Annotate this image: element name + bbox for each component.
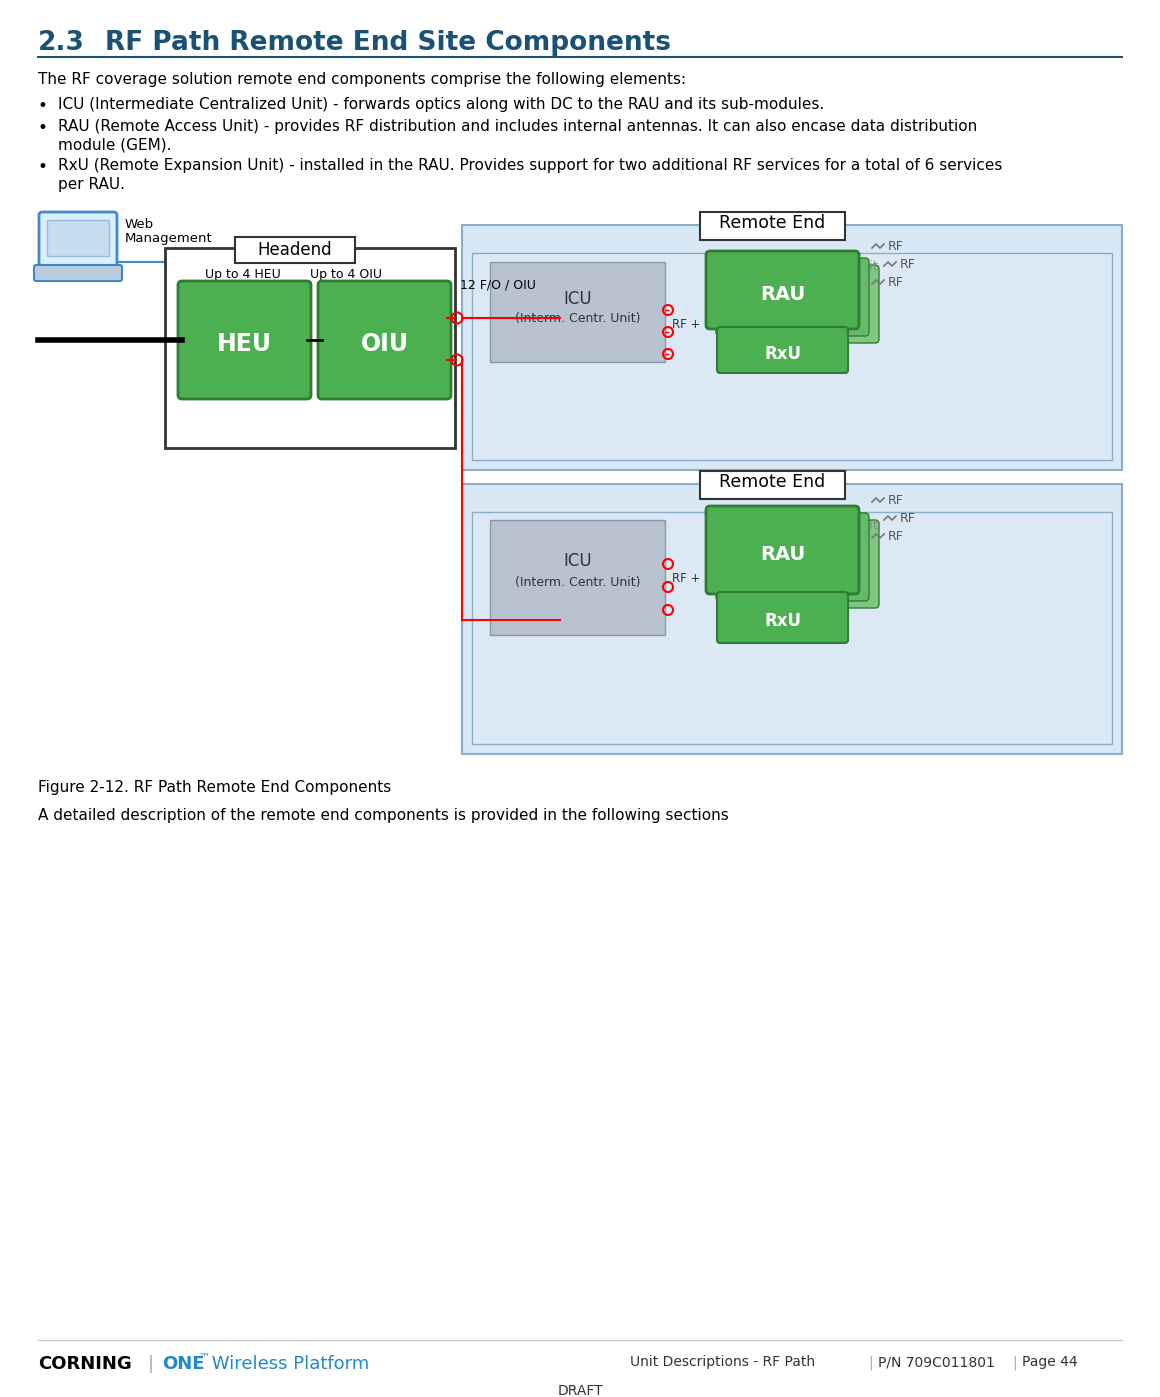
Text: Figure 2-12. RF Path Remote End Components: Figure 2-12. RF Path Remote End Componen… [38, 780, 391, 795]
Text: OIU: OIU [361, 332, 408, 356]
FancyBboxPatch shape [39, 212, 117, 270]
FancyBboxPatch shape [699, 212, 844, 240]
Text: ONE: ONE [162, 1355, 204, 1373]
Text: RF: RF [889, 529, 904, 543]
Text: RF Path Remote End Site Components: RF Path Remote End Site Components [106, 29, 670, 56]
Text: RF: RF [889, 240, 904, 253]
Text: The RF coverage solution remote end components comprise the following elements:: The RF coverage solution remote end comp… [38, 73, 686, 87]
Text: CORNING: CORNING [38, 1355, 132, 1373]
Text: ™: ™ [198, 1354, 209, 1363]
Text: Wireless Platform: Wireless Platform [206, 1355, 369, 1373]
FancyBboxPatch shape [490, 263, 665, 362]
FancyBboxPatch shape [34, 265, 122, 281]
Text: Headend: Headend [258, 242, 332, 258]
Text: |: | [148, 1355, 154, 1373]
FancyBboxPatch shape [717, 327, 848, 373]
FancyBboxPatch shape [490, 520, 665, 636]
Text: (Interm. Centr. Unit): (Interm. Centr. Unit) [515, 312, 640, 326]
Text: per RAU.: per RAU. [58, 177, 125, 191]
Text: RF: RF [900, 258, 916, 271]
Text: RF + DC: RF + DC [672, 319, 722, 331]
Text: Management: Management [125, 232, 212, 244]
Text: 2.3: 2.3 [38, 29, 85, 56]
Text: RxU: RxU [764, 345, 802, 363]
Text: 12 F/O / OIU: 12 F/O / OIU [461, 278, 536, 291]
Text: RxU: RxU [764, 612, 802, 630]
FancyBboxPatch shape [235, 237, 355, 263]
Text: RAU: RAU [760, 545, 805, 563]
Text: •: • [38, 119, 48, 137]
Text: module (GEM).: module (GEM). [58, 138, 172, 154]
Text: ICU: ICU [564, 291, 592, 307]
Text: HEU: HEU [217, 332, 271, 356]
FancyBboxPatch shape [177, 281, 311, 400]
FancyBboxPatch shape [706, 506, 860, 594]
Text: Remote Unit: Remote Unit [800, 520, 878, 532]
Text: RF: RF [889, 495, 904, 507]
FancyBboxPatch shape [726, 265, 879, 344]
Text: RxU (Remote Expansion Unit) - installed in the RAU. Provides support for two add: RxU (Remote Expansion Unit) - installed … [58, 158, 1002, 173]
Text: |: | [868, 1355, 872, 1369]
Text: Up to 4 HEU: Up to 4 HEU [205, 268, 281, 281]
Text: Up to 4 OIU: Up to 4 OIU [310, 268, 382, 281]
FancyBboxPatch shape [165, 249, 455, 448]
FancyBboxPatch shape [48, 219, 109, 256]
Text: Web: Web [125, 218, 154, 231]
FancyBboxPatch shape [717, 592, 848, 643]
Text: •: • [38, 96, 48, 115]
Text: ICU: ICU [564, 552, 592, 570]
Text: •: • [38, 158, 48, 176]
FancyBboxPatch shape [462, 225, 1122, 469]
Text: ICU (Intermediate Centralized Unit) - forwards optics along with DC to the RAU a: ICU (Intermediate Centralized Unit) - fo… [58, 96, 825, 112]
Text: |: | [1012, 1355, 1016, 1369]
FancyBboxPatch shape [716, 258, 869, 337]
FancyBboxPatch shape [699, 471, 844, 499]
FancyBboxPatch shape [472, 511, 1112, 745]
FancyBboxPatch shape [462, 483, 1122, 754]
Text: RAU (Remote Access Unit) - provides RF distribution and includes internal antenn: RAU (Remote Access Unit) - provides RF d… [58, 119, 977, 134]
Text: RF + DC: RF + DC [672, 571, 722, 585]
FancyBboxPatch shape [716, 513, 869, 601]
FancyBboxPatch shape [726, 520, 879, 608]
Text: DRAFT: DRAFT [557, 1384, 603, 1397]
Text: Remote Unit: Remote Unit [800, 260, 878, 272]
Text: Page 44: Page 44 [1022, 1355, 1078, 1369]
Text: RF: RF [889, 277, 904, 289]
FancyBboxPatch shape [706, 251, 860, 330]
Text: Unit Descriptions - RF Path: Unit Descriptions - RF Path [630, 1355, 815, 1369]
Text: (Interm. Centr. Unit): (Interm. Centr. Unit) [515, 576, 640, 590]
Text: P/N 709C011801: P/N 709C011801 [878, 1355, 995, 1369]
FancyBboxPatch shape [472, 253, 1112, 460]
Text: RAU: RAU [760, 285, 805, 303]
FancyBboxPatch shape [318, 281, 451, 400]
Text: A detailed description of the remote end components is provided in the following: A detailed description of the remote end… [38, 807, 728, 823]
Text: Remote End: Remote End [719, 214, 825, 232]
Text: Remote End: Remote End [719, 474, 825, 490]
Text: RF: RF [900, 511, 916, 525]
